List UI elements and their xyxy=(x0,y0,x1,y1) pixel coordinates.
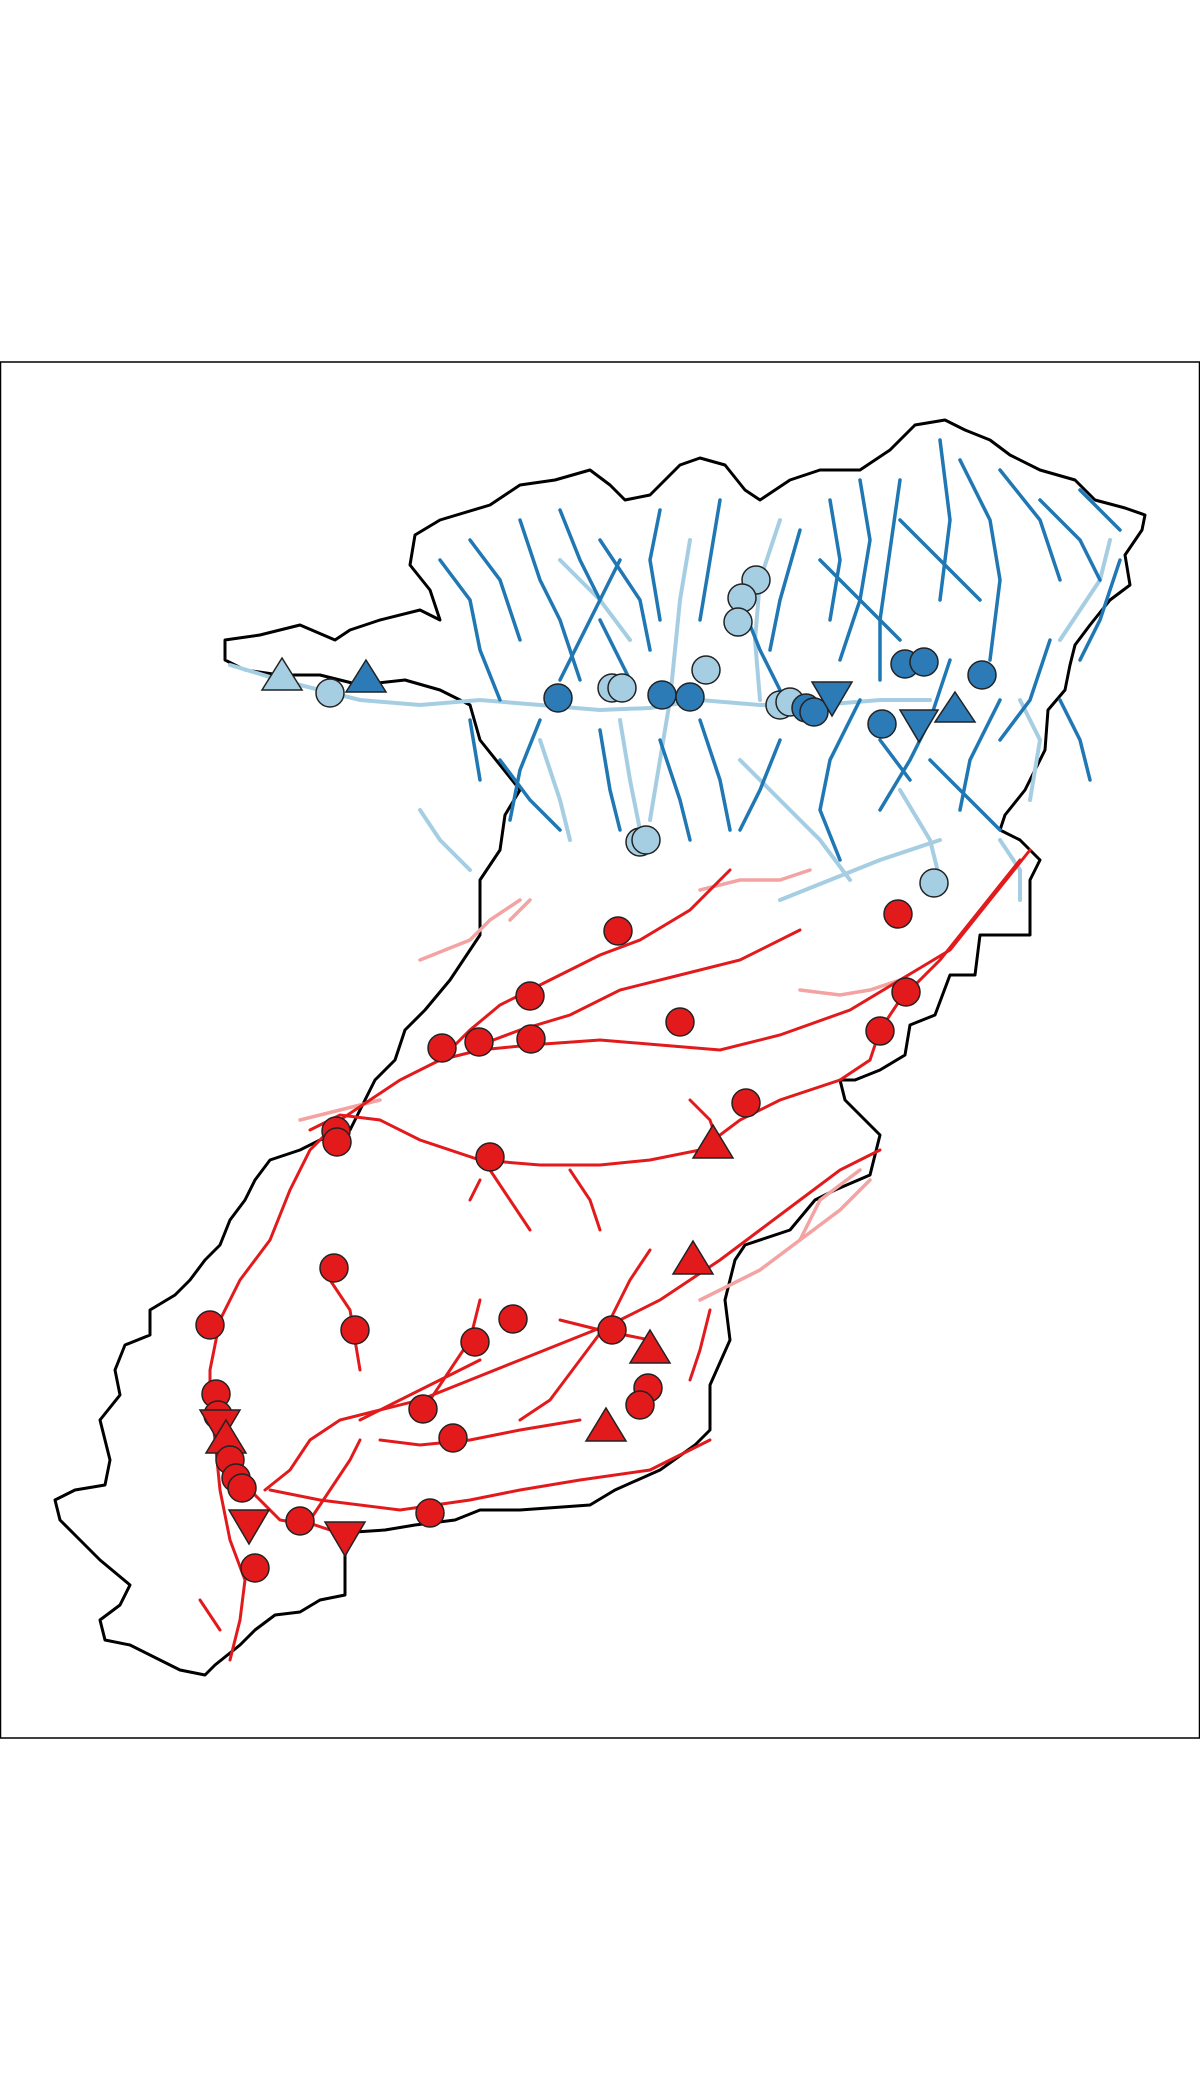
triangle-down-marker xyxy=(810,681,854,718)
circle-marker xyxy=(597,1315,627,1345)
watershed-boundary xyxy=(53,418,1147,1677)
triangle-marker xyxy=(691,1123,735,1159)
circle-marker xyxy=(647,680,677,710)
lower-basin-markers xyxy=(195,899,921,1583)
triangle-down-marker xyxy=(898,709,940,744)
circle-marker xyxy=(415,1498,445,1528)
triangle-marker xyxy=(260,656,304,691)
lower-basin-streams-light xyxy=(298,868,902,1302)
circle-marker xyxy=(731,1088,761,1118)
circle-marker xyxy=(475,1142,505,1172)
triangle-marker xyxy=(628,1328,672,1364)
circle-marker xyxy=(319,1253,349,1283)
circle-marker xyxy=(631,825,661,855)
circle-marker xyxy=(675,682,705,712)
triangle-down-marker xyxy=(323,1521,367,1558)
circle-marker xyxy=(515,981,545,1011)
triangle-marker xyxy=(344,658,388,693)
circle-marker xyxy=(883,899,913,929)
circle-marker xyxy=(723,607,753,637)
triangle-marker xyxy=(584,1406,628,1442)
circle-marker xyxy=(919,868,949,898)
circle-marker xyxy=(727,583,757,613)
circle-marker xyxy=(427,1033,457,1063)
circle-marker xyxy=(516,1024,546,1054)
circle-marker xyxy=(285,1506,315,1536)
circle-marker xyxy=(240,1553,270,1583)
circle-marker xyxy=(543,683,573,713)
circle-marker xyxy=(464,1027,494,1057)
circle-marker xyxy=(438,1423,468,1453)
circle-marker xyxy=(322,1127,352,1157)
circle-marker xyxy=(408,1394,438,1424)
triangle-down-marker xyxy=(227,1509,271,1546)
circle-marker xyxy=(909,647,939,677)
circle-marker xyxy=(865,1016,895,1046)
triangle-marker xyxy=(671,1239,715,1275)
circle-marker xyxy=(603,916,633,946)
circle-marker xyxy=(195,1310,225,1340)
circle-marker xyxy=(967,660,997,690)
circle-marker xyxy=(340,1315,370,1345)
map-frame xyxy=(0,361,1200,1739)
circle-marker xyxy=(460,1327,490,1357)
circle-marker xyxy=(315,678,345,708)
circle-marker xyxy=(498,1304,528,1334)
circle-marker xyxy=(891,977,921,1007)
circle-marker xyxy=(799,697,829,727)
circle-marker xyxy=(625,1390,655,1420)
upper-basin-markers xyxy=(260,565,997,898)
lower-basin-streams-dark xyxy=(198,848,1032,1662)
upper-basin-streams-dark xyxy=(438,438,1122,862)
upper-basin-streams-light xyxy=(228,518,1112,902)
triangle-marker xyxy=(933,690,977,723)
circle-marker xyxy=(227,1473,257,1503)
circle-marker xyxy=(607,673,637,703)
circle-marker xyxy=(665,1007,695,1037)
circle-marker xyxy=(867,709,897,739)
circle-marker xyxy=(691,655,721,685)
